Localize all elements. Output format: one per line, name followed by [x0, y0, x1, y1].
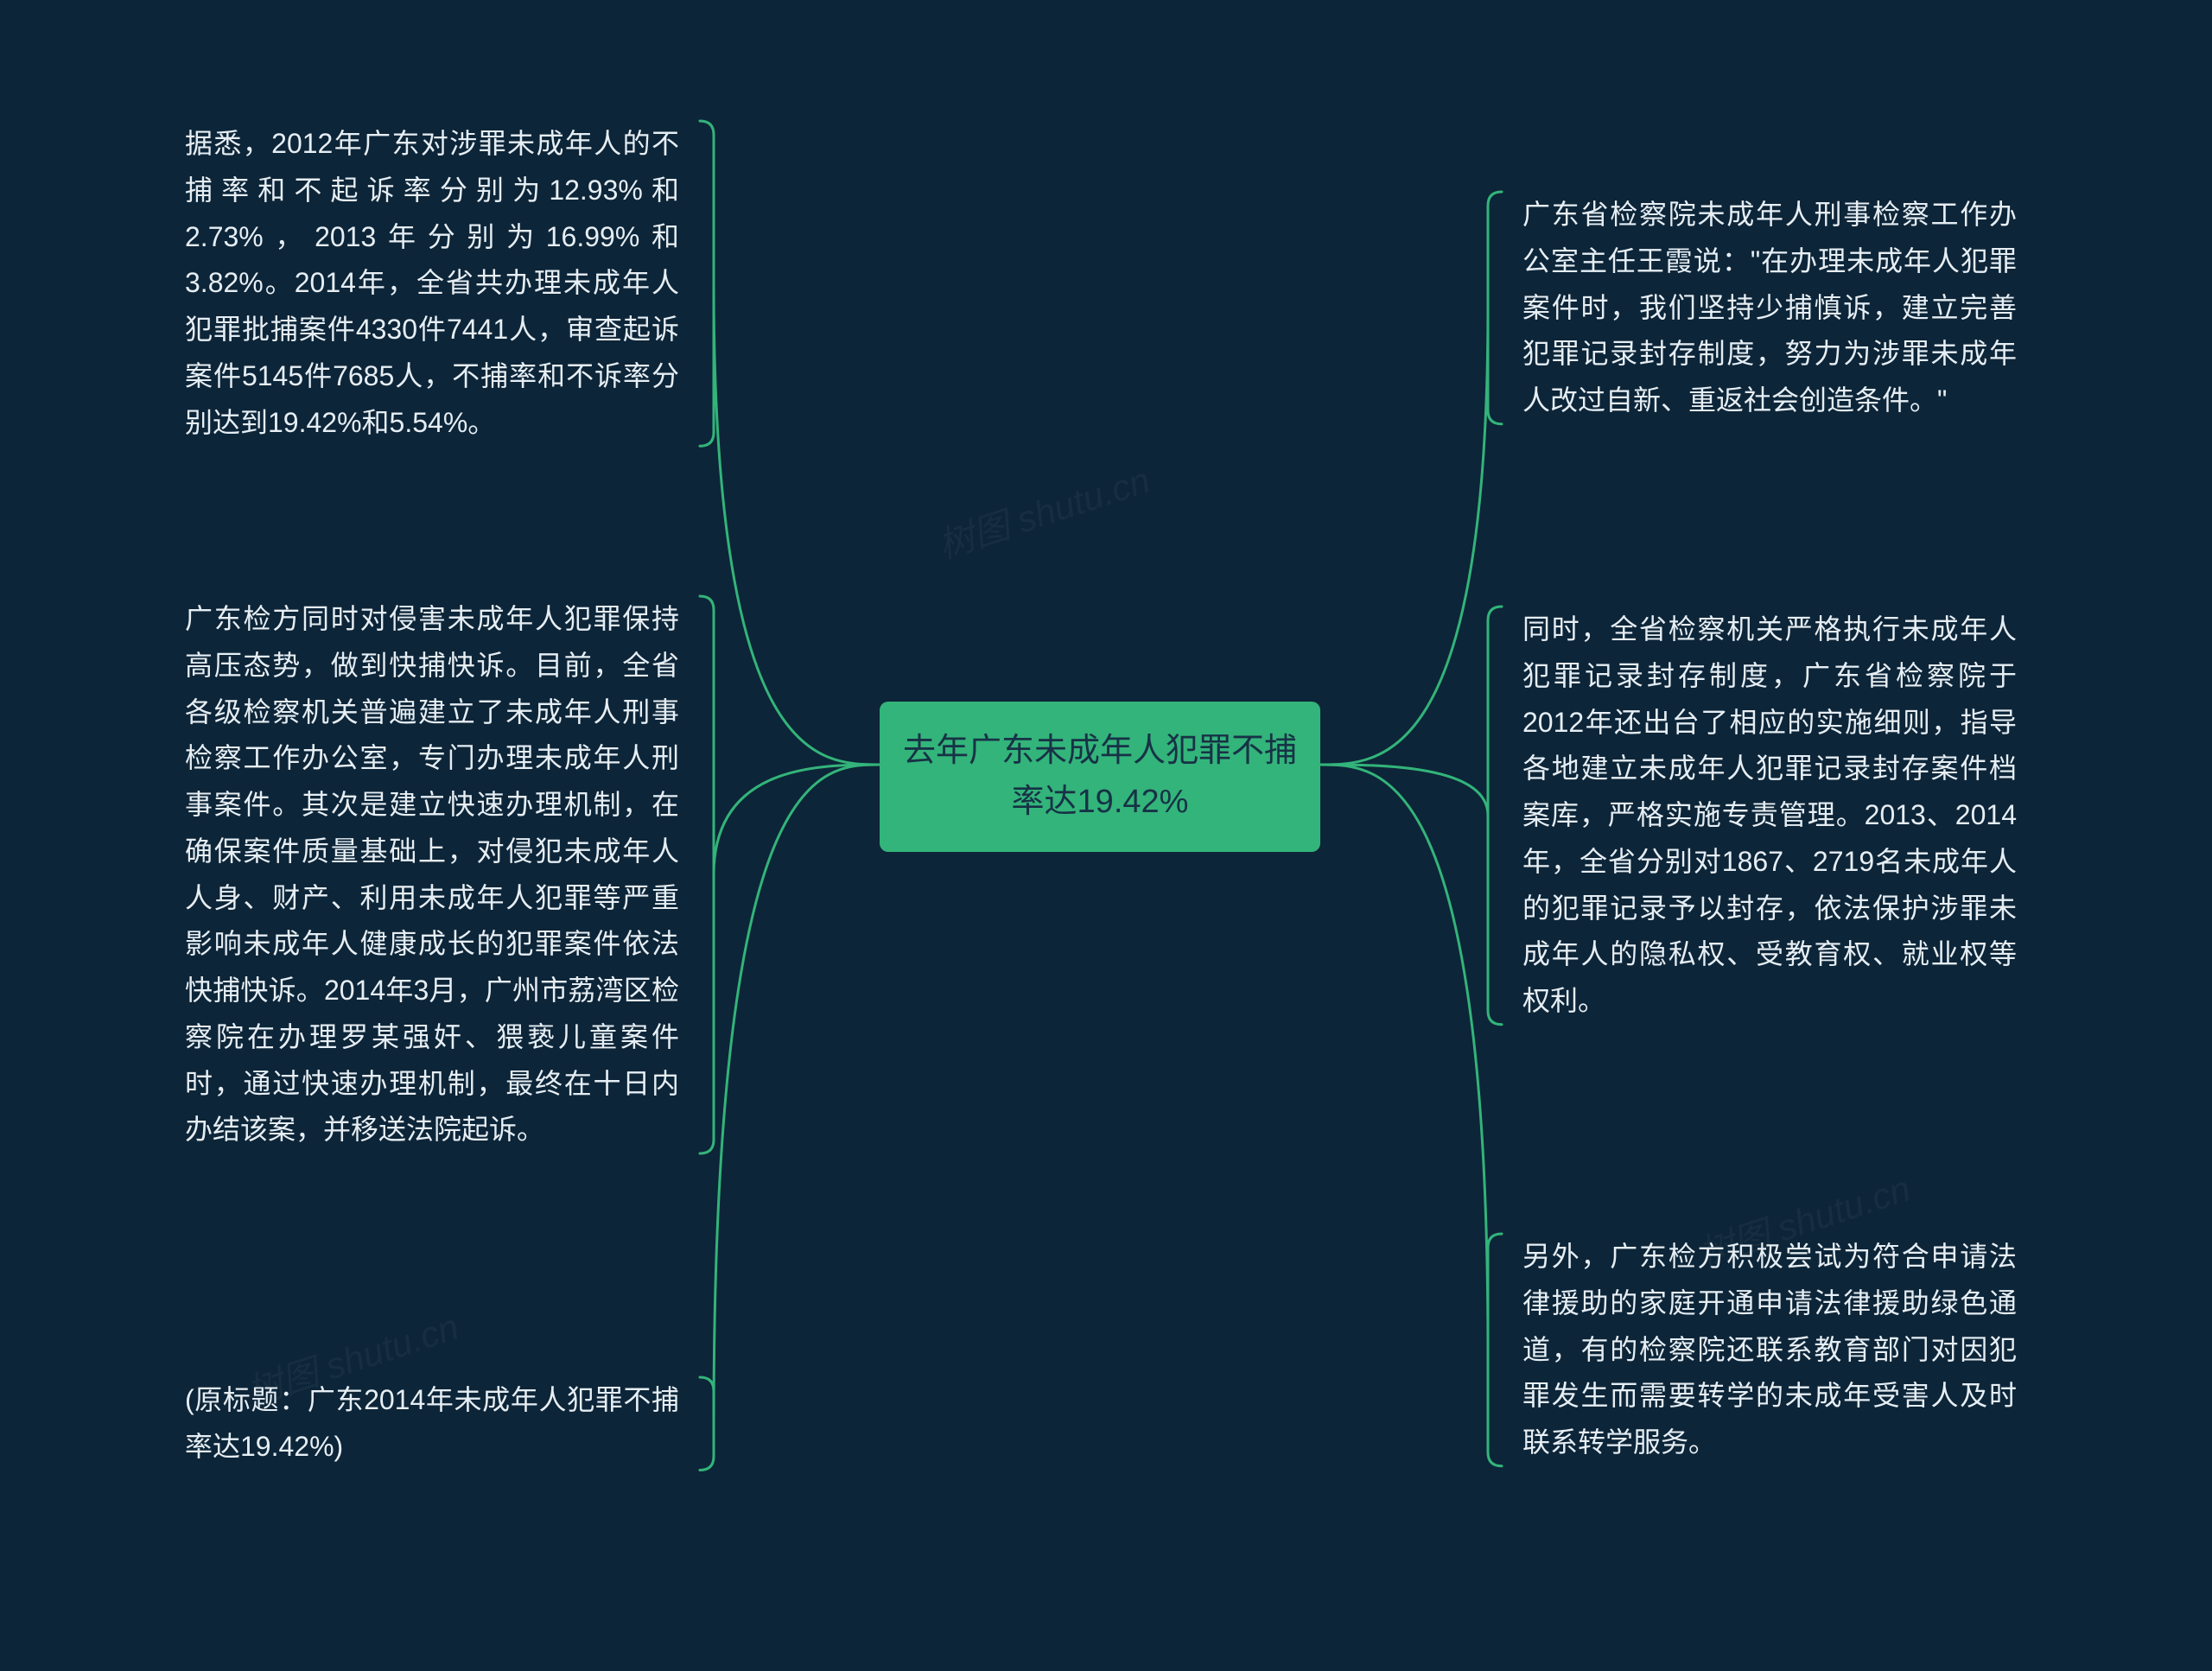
left-node-1: 据悉，2012年广东对涉罪未成年人的不捕率和不起诉率分别为12.93%和2.73… [185, 121, 679, 446]
left-node-3: (原标题：广东2014年未成年人犯罪不捕率达19.42%) [185, 1377, 679, 1471]
center-node: 去年广东未成年人犯罪不捕率达19.42% [880, 702, 1320, 852]
left-node-2: 广东检方同时对侵害未成年人犯罪保持高压态势，做到快捕快诉。目前，全省各级检察机关… [185, 596, 679, 1153]
mindmap-canvas: 树图 shutu.cn 树图 shutu.cn 树图 shutu.cn 去年广东… [0, 0, 2212, 1671]
right-node-2: 同时，全省检察机关严格执行未成年人犯罪记录封存制度，广东省检察院于2012年还出… [1522, 607, 2017, 1025]
right-node-1: 广东省检察院未成年人刑事检察工作办公室主任王霞说："在办理未成年人犯罪案件时，我… [1522, 192, 2017, 424]
right-node-3: 另外，广东检方积极尝试为符合申请法律援助的家庭开通申请法律援助绿色通道，有的检察… [1522, 1234, 2017, 1466]
watermark: 树图 shutu.cn [931, 451, 1156, 569]
